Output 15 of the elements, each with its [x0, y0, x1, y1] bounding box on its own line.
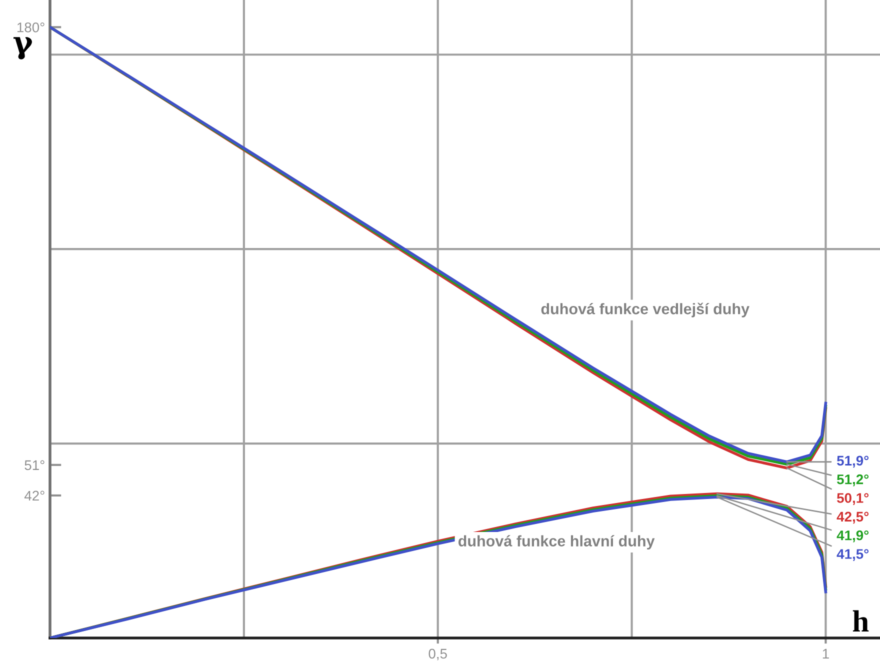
data-label: 51,9°	[836, 456, 869, 468]
annotation: duhová funkce hlavní duhy	[458, 535, 655, 550]
y-tick-label: 51°	[24, 460, 44, 470]
y-tick-label: 42°	[24, 490, 44, 500]
y-tick-label: 180°	[17, 22, 44, 32]
data-label: 51,2°	[836, 474, 869, 486]
x-tick-label: 1	[822, 648, 829, 658]
x-axis-title: h	[852, 610, 869, 632]
data-label: 41,5°	[836, 549, 869, 561]
data-label: 42,5°	[836, 512, 869, 524]
x-tick-label: 0,5	[428, 648, 447, 660]
y-axis-title: γ	[14, 37, 32, 60]
annotation: duhová funkce vedlejší duhy	[541, 302, 750, 318]
data-label: 41,9°	[836, 530, 869, 542]
data-label: 50,1°	[836, 493, 869, 505]
